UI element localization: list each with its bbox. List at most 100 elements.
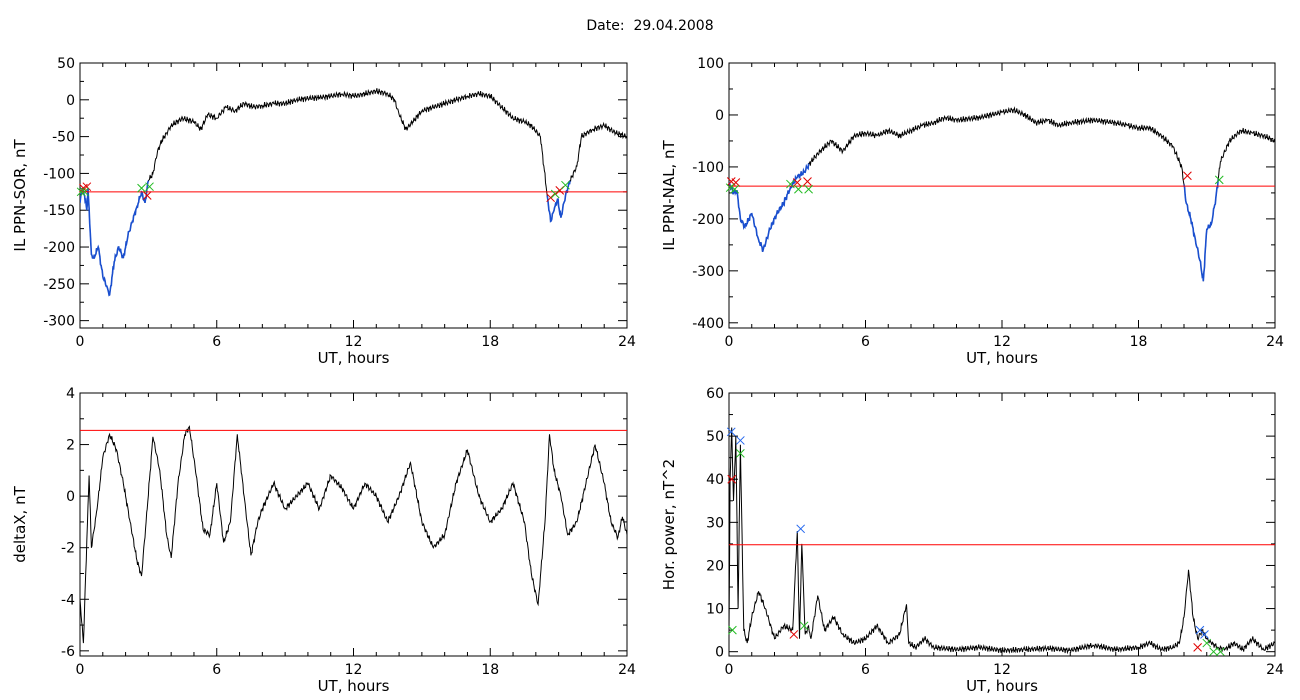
chart-ppn-sor: 0 6 12 18 24 50 0 -50 -100 -150 -200 -250 -300 UT, ho… (11, 56, 636, 367)
highlight-segment (80, 180, 150, 297)
y-tick-label: 20 (706, 558, 724, 574)
marker-green (1216, 647, 1225, 657)
x-tick-label: 12 (345, 334, 363, 350)
page-title: Date: 29.04.2008 (0, 18, 1300, 34)
y-tick-label: -200 (43, 240, 75, 256)
marker-green (728, 625, 737, 635)
marker-green (137, 183, 146, 193)
marker-green (725, 183, 735, 193)
marker-green (804, 184, 813, 194)
y-tick-label: 40 (706, 472, 724, 488)
series-line (729, 427, 1275, 655)
y-axis-label: Hor. power, nT^2 (660, 459, 678, 590)
y-tick-label: 50 (57, 56, 75, 72)
y-tick-label: 0 (66, 489, 75, 505)
marker-blue (796, 524, 806, 534)
marker-red (803, 177, 812, 186)
x-tick-label: 18 (1130, 334, 1148, 350)
y-axis-label: IL PPN-SOR, nT (11, 139, 29, 252)
marker-green (1202, 638, 1212, 648)
y-tick-label: -300 (692, 264, 724, 280)
date-value: 29.04.2008 (633, 18, 714, 34)
date-label: Date: (586, 18, 625, 34)
series-line (80, 425, 627, 644)
marker-red (789, 630, 799, 639)
y-tick-label: 0 (66, 93, 75, 109)
x-tick-label: 0 (76, 662, 85, 678)
y-tick-label: -400 (692, 316, 724, 332)
x-tick-label: 6 (212, 334, 221, 350)
chart-deltax: 0 6 12 18 24 4 2 0 -2 -4 -6 UT, hours deltaX, nT (11, 386, 636, 695)
y-tick-label: 4 (66, 386, 75, 402)
marker-green (80, 187, 89, 197)
y-tick-label: -6 (61, 644, 75, 660)
x-tick-label: 24 (1266, 662, 1284, 678)
x-axis-label: UT, hours (318, 677, 390, 695)
y-tick-label: -250 (43, 277, 75, 293)
x-tick-label: 12 (993, 334, 1011, 350)
chart-ppn-nal: 0 6 12 18 24 100 0 -100 -200 -300 -400 UT, hours IL … (660, 56, 1284, 367)
marker-green (730, 184, 740, 194)
marker-green (145, 182, 154, 192)
y-tick-label: -2 (61, 541, 75, 557)
x-tick-label: 18 (481, 334, 499, 350)
marker-green (76, 187, 86, 197)
highlight-segment (1183, 179, 1219, 282)
x-tick-label: 24 (618, 662, 636, 678)
x-axis-label: UT, hours (966, 677, 1038, 695)
marker-green (550, 189, 560, 199)
y-tick-label: -50 (52, 130, 75, 146)
series-line (729, 106, 1275, 282)
x-tick-label: 0 (725, 662, 734, 678)
x-tick-label: 18 (481, 662, 499, 678)
y-tick-label: 30 (706, 515, 724, 531)
x-tick-label: 12 (345, 662, 363, 678)
plot-frame (728, 62, 1276, 329)
x-axis-label: UT, hours (318, 349, 390, 367)
x-tick-label: 24 (618, 334, 636, 350)
y-tick-label: 0 (715, 108, 724, 124)
marker-red (1193, 643, 1203, 652)
y-tick-label: 100 (697, 56, 724, 72)
y-axis-label: IL PPN-NAL, nT (660, 140, 678, 251)
y-tick-label: 50 (706, 429, 724, 445)
y-tick-label: 60 (706, 386, 724, 402)
marker-green (786, 179, 795, 189)
highlight-segment (729, 163, 810, 253)
y-tick-label: -100 (692, 160, 724, 176)
marker-blue (726, 427, 736, 437)
x-tick-label: 24 (1266, 334, 1284, 350)
y-tick-label: -200 (692, 212, 724, 228)
y-tick-label: -150 (43, 203, 75, 219)
marker-red (727, 474, 737, 484)
series-line (80, 88, 627, 296)
y-tick-label: 10 (706, 602, 724, 618)
y-tick-label: 2 (66, 438, 75, 454)
marker-blue (1200, 630, 1209, 639)
y-tick-label: 0 (715, 645, 724, 661)
x-tick-label: 0 (725, 334, 734, 350)
marker-red (1183, 171, 1192, 181)
marker-green (1209, 647, 1218, 657)
x-tick-label: 6 (212, 662, 221, 678)
marker-green (736, 449, 745, 458)
x-tick-label: 12 (993, 662, 1011, 678)
marker-blue (736, 436, 745, 445)
marker-red (546, 193, 556, 203)
x-axis-label: UT, hours (966, 349, 1038, 367)
y-tick-label: -300 (43, 314, 75, 330)
x-tick-label: 0 (76, 334, 85, 350)
y-tick-label: -4 (61, 592, 75, 608)
y-tick-label: -100 (43, 166, 75, 182)
y-axis-label: deltaX, nT (11, 485, 29, 562)
marker-green (1214, 175, 1224, 185)
chart-hor-power: 0 6 12 18 24 60 50 40 30 20 10 0 UT, hours Hor. power… (660, 386, 1284, 695)
x-tick-label: 6 (861, 334, 870, 350)
marker-red (142, 191, 152, 200)
marker-green (794, 184, 803, 194)
x-tick-label: 18 (1130, 662, 1148, 678)
x-tick-label: 6 (861, 662, 870, 678)
marker-green (799, 621, 809, 631)
marker-green (561, 180, 570, 190)
